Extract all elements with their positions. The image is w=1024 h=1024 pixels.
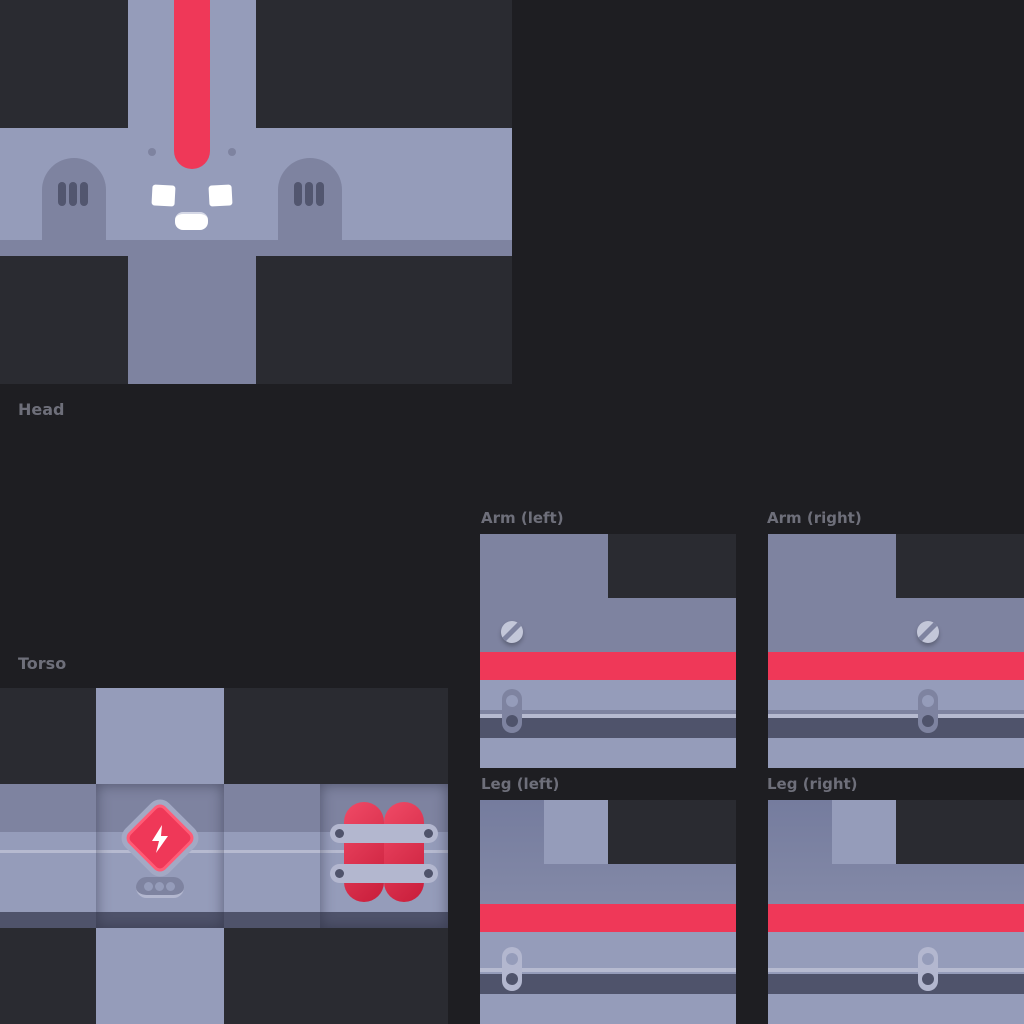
texture-region xyxy=(480,714,736,718)
texture-region xyxy=(335,869,344,878)
link-icon xyxy=(502,689,522,733)
torso-empty-tr xyxy=(224,688,448,784)
texture-region xyxy=(294,182,302,206)
texture-region xyxy=(480,710,736,714)
label-head: Head xyxy=(18,400,65,419)
texture-region xyxy=(922,973,934,985)
texture-region xyxy=(922,695,934,707)
torso-empty-tl xyxy=(0,688,96,784)
texture-region xyxy=(768,718,1024,738)
link-icon xyxy=(502,947,522,991)
texture-region xyxy=(608,800,736,864)
torso-band-line xyxy=(0,850,448,853)
torso-band-bottom xyxy=(0,912,448,928)
texture-region xyxy=(166,882,175,891)
texture-region xyxy=(922,715,934,727)
texture-region xyxy=(480,968,736,972)
texture-region xyxy=(58,182,66,206)
texture-region xyxy=(480,974,736,994)
texture-region xyxy=(330,864,438,883)
texture-region xyxy=(480,718,736,738)
texture-region xyxy=(768,904,1024,932)
texture-region xyxy=(768,974,1024,994)
texture-region xyxy=(768,710,1024,714)
texture-region xyxy=(330,824,438,843)
torso-empty-br xyxy=(224,928,448,1024)
texture-region xyxy=(424,869,433,878)
head-empty-tl xyxy=(0,0,128,128)
torso-bottom-face xyxy=(96,928,224,1024)
ear-left-icon xyxy=(42,158,106,240)
label-arm-right: Arm (right) xyxy=(767,509,862,527)
torso-top-face xyxy=(96,688,224,784)
texture-region xyxy=(922,953,934,965)
texture-region xyxy=(506,953,518,965)
head-empty-br xyxy=(256,256,512,384)
eye-right-icon xyxy=(208,184,233,207)
texture-region xyxy=(424,829,433,838)
texture-region xyxy=(384,802,424,902)
head-dot-right xyxy=(228,148,236,156)
texture-region xyxy=(544,800,608,864)
head-bottom-face xyxy=(128,256,256,384)
texture-region xyxy=(768,652,1024,680)
texture-region xyxy=(506,973,518,985)
torso-empty-bl xyxy=(0,928,96,1024)
label-arm-left: Arm (left) xyxy=(481,509,564,527)
texture-region xyxy=(335,829,344,838)
label-leg-left: Leg (left) xyxy=(481,775,560,793)
head-empty-tr xyxy=(256,0,512,128)
link-icon xyxy=(918,689,938,733)
texture-region xyxy=(768,714,1024,718)
texture-region xyxy=(506,695,518,707)
texture-region xyxy=(144,882,153,891)
lightning-bolt-glyph xyxy=(152,825,168,853)
texture-region xyxy=(832,800,896,864)
texture-region xyxy=(69,182,77,206)
eye-left-icon xyxy=(151,184,176,207)
texture-region xyxy=(80,182,88,206)
texture-region xyxy=(608,534,736,598)
link-icon xyxy=(918,947,938,991)
head-dot-left xyxy=(148,148,156,156)
texture-region xyxy=(155,882,164,891)
texture-region xyxy=(768,968,1024,972)
screw-icon xyxy=(917,621,939,643)
head-mohawk-stripe xyxy=(174,0,210,169)
mouth-icon xyxy=(175,212,208,230)
texture-region xyxy=(480,652,736,680)
label-leg-right: Leg (right) xyxy=(767,775,858,793)
texture-region xyxy=(316,182,324,206)
texture-region xyxy=(305,182,313,206)
status-lights-icon xyxy=(136,877,184,898)
label-torso: Torso xyxy=(18,654,67,673)
texture-region xyxy=(344,802,384,902)
head-band-bottom xyxy=(0,240,512,256)
texture-region xyxy=(152,825,168,853)
texture-region xyxy=(480,904,736,932)
texture-region xyxy=(896,534,1024,598)
ear-right-icon xyxy=(278,158,342,240)
texture-region xyxy=(896,800,1024,864)
texture-region xyxy=(506,715,518,727)
head-empty-bl xyxy=(0,256,128,384)
screw-icon xyxy=(501,621,523,643)
